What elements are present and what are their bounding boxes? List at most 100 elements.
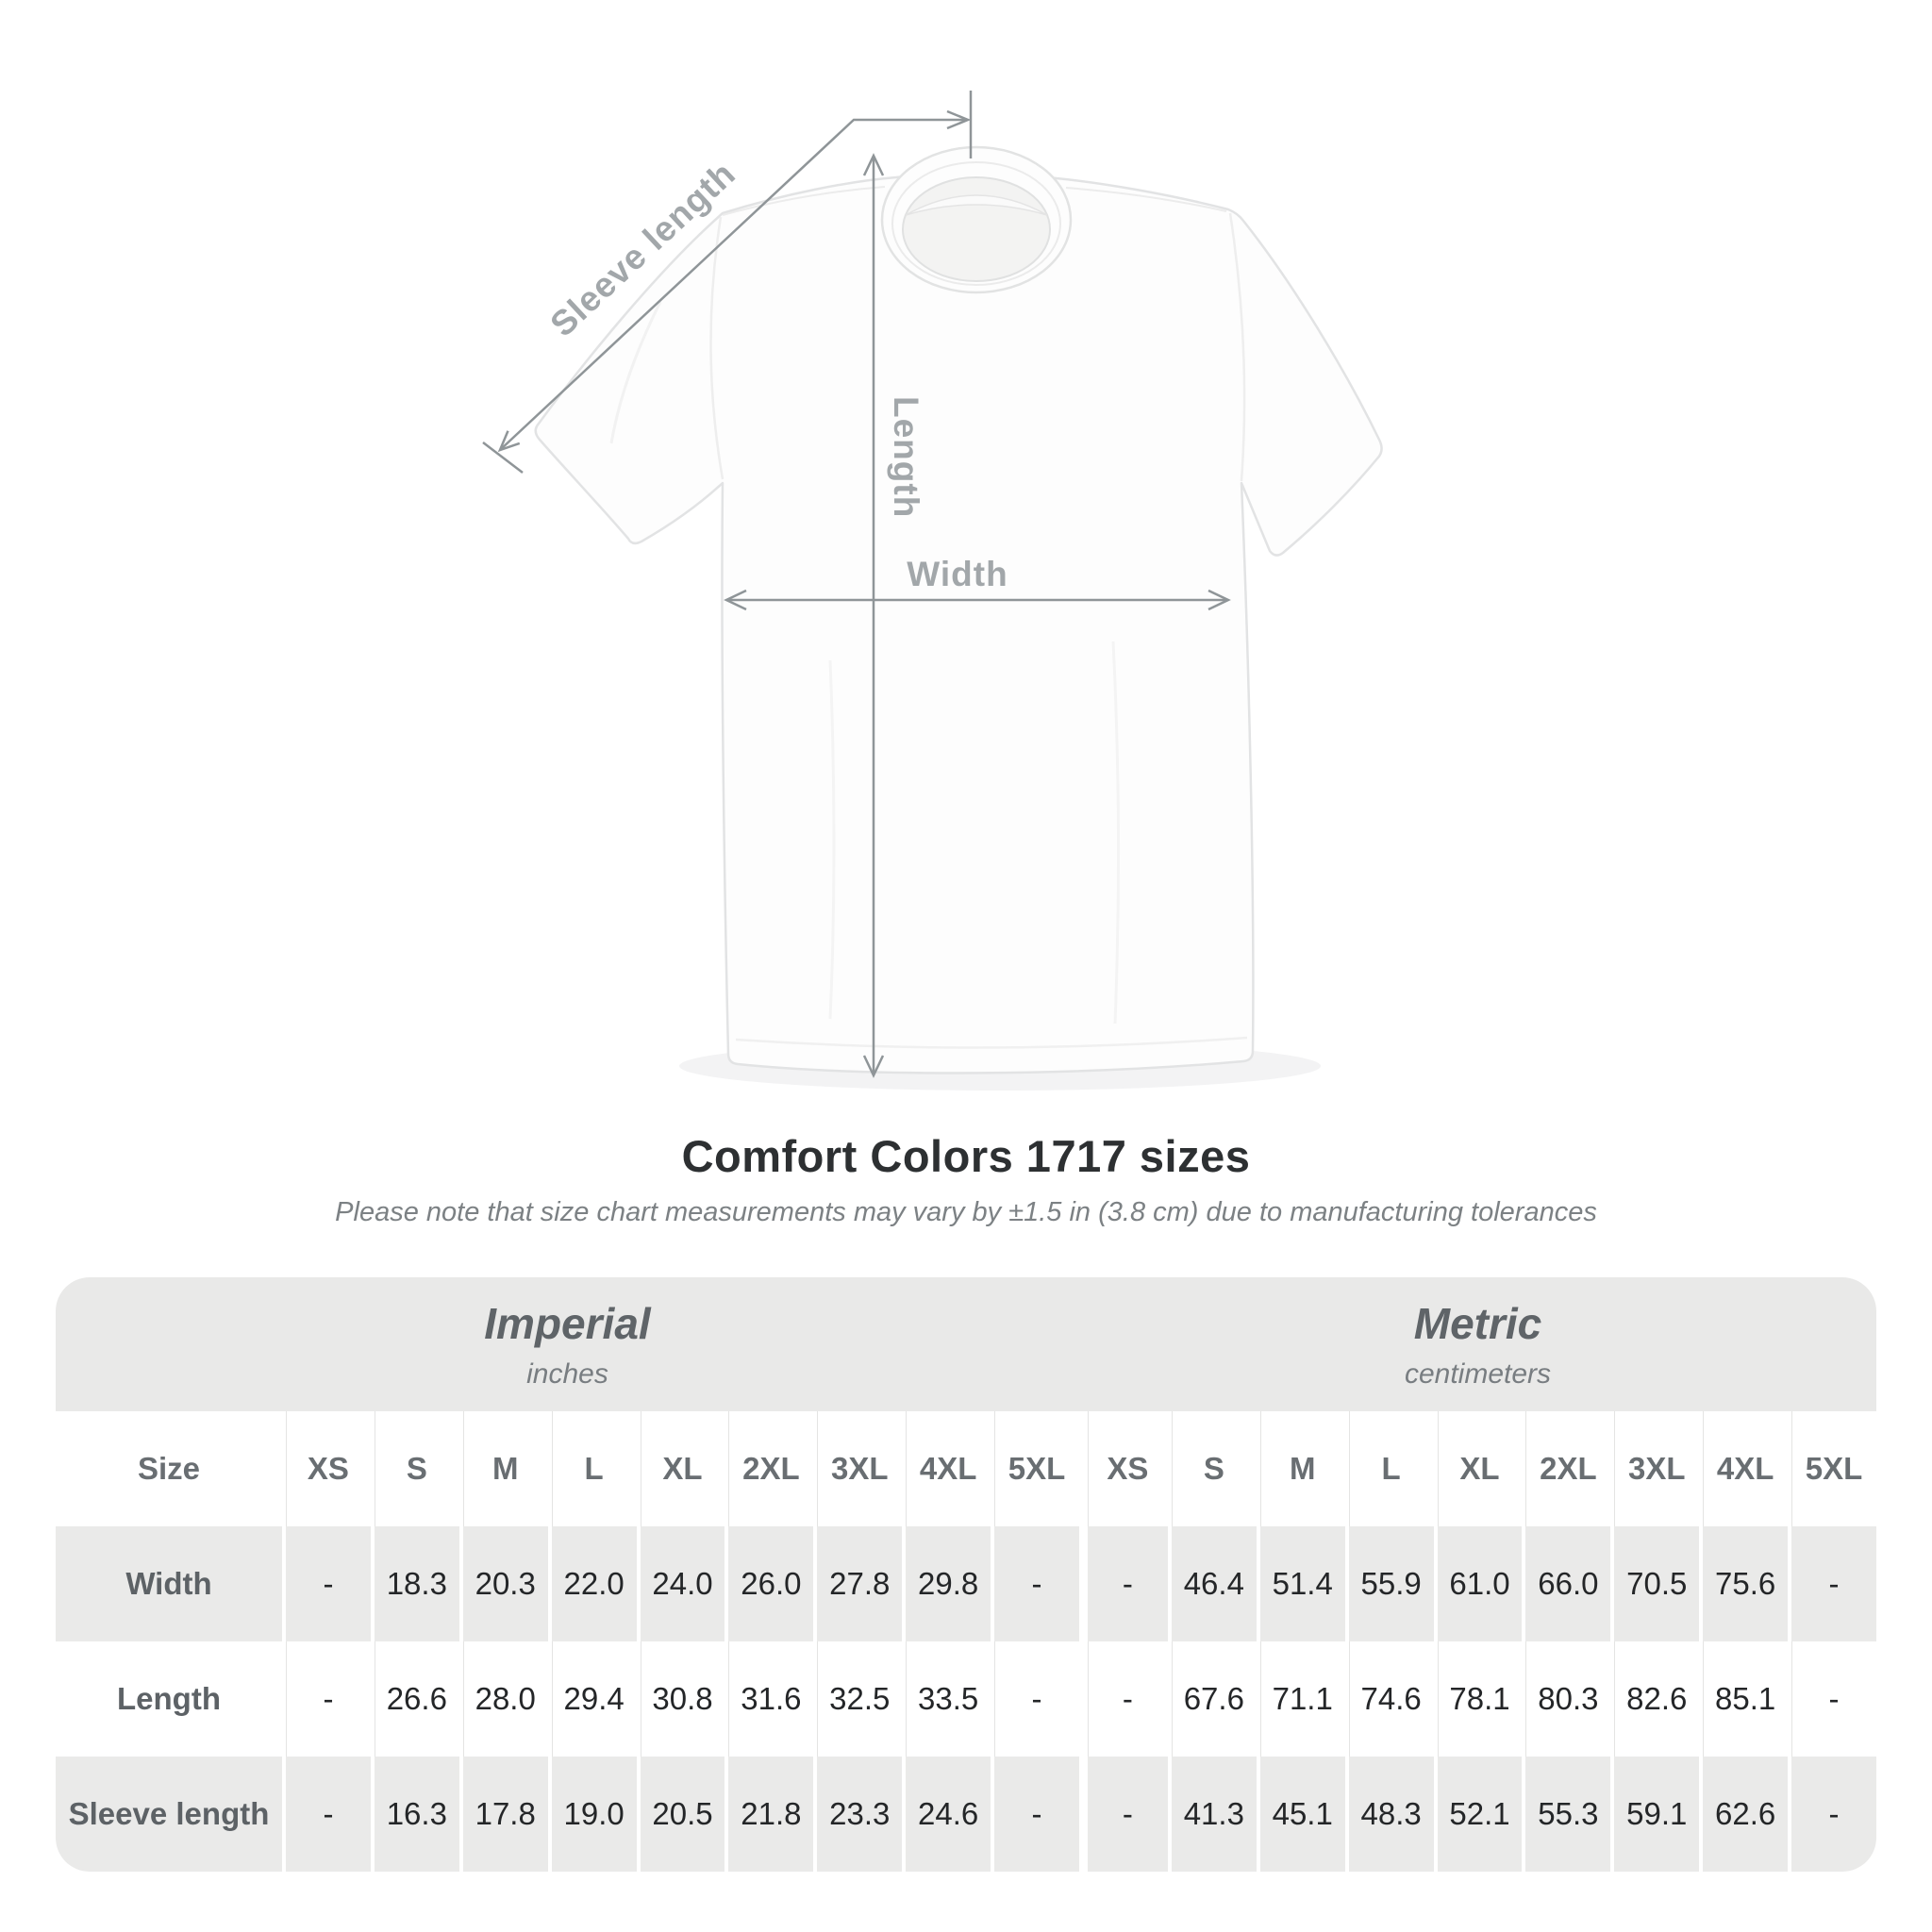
size-chart-table: Imperial inches Metric centimeters Size X… (56, 1277, 1876, 1872)
size-header-metric-4XL: 4XL (1699, 1411, 1788, 1526)
cell-length-imperial-S: 26.6 (370, 1641, 459, 1757)
size-header-imperial-XS: XS (282, 1411, 371, 1526)
cell-sleeve-length-metric-L: 48.3 (1344, 1757, 1434, 1872)
size-header-metric-L: L (1344, 1411, 1434, 1526)
cell-sleeve-length-metric-2XL: 55.3 (1522, 1757, 1610, 1872)
cell-width-label: Width (125, 1566, 212, 1601)
cell-length-imperial-XL: 30.8 (636, 1641, 725, 1757)
cell-width-imperial-M: 20.3 (458, 1526, 548, 1641)
measurement-arrows (482, 91, 1231, 1078)
cell-width-metric-M: 51.4 (1256, 1526, 1345, 1641)
cell-sleeve-length-imperial-L: 19.0 (547, 1757, 637, 1872)
size-header-imperial-4XL: 4XL (902, 1411, 991, 1526)
tshirt-body (534, 172, 1383, 1074)
metric-group-header: Metric centimeters (1079, 1277, 1876, 1411)
table-row-length: Length -26.6 28.0 29.4 30.8 31.6 32.5 33.5- -67.… (56, 1641, 1876, 1757)
size-header-imperial-S: S (370, 1411, 459, 1526)
cell-width-imperial-XS: - (282, 1526, 371, 1641)
wrinkle-1 (828, 659, 836, 1020)
sleeve-length-arrow (499, 118, 966, 451)
width-arrowhead-right (1208, 589, 1231, 611)
sleeve-arrowhead-end (497, 430, 521, 453)
cell-width-imperial-S: 18.3 (370, 1526, 459, 1641)
cell-sleeve-length-imperial-4XL: 24.6 (902, 1757, 991, 1872)
cell-sleeve-length-imperial-2XL: 21.8 (724, 1757, 813, 1872)
imperial-title: Imperial (484, 1299, 651, 1348)
cell-length-metric-L: 74.6 (1344, 1641, 1434, 1757)
size-header-imperial-M: M (458, 1411, 548, 1526)
metric-unit: centimeters (1404, 1358, 1552, 1390)
size-header-imperial-2XL: 2XL (724, 1411, 813, 1526)
size-header-metric-M: M (1256, 1411, 1345, 1526)
cell-width-metric-S: 46.4 (1167, 1526, 1257, 1641)
cell-sleeve-length-metric-S: 41.3 (1167, 1757, 1257, 1872)
metric-title: Metric (1413, 1299, 1542, 1348)
armhole-seam-right (1228, 212, 1246, 482)
length-arrowhead-top (862, 153, 885, 176)
imperial-unit: inches (526, 1358, 608, 1390)
size-header-metric-2XL: 2XL (1522, 1411, 1610, 1526)
cell-sleeve-length-imperial-3XL: 23.3 (813, 1757, 902, 1872)
cell-width-metric-XS: - (1078, 1526, 1168, 1641)
table-header-row: Size XS S M L XL 2XL 3XL 4XL 5XL XS S M L XL 2XL 3XL 4XL 5… (56, 1411, 1876, 1526)
size-header-label: Size (137, 1451, 201, 1486)
cell-length-metric-S: 67.6 (1167, 1641, 1257, 1757)
cell-width-imperial-L: 22.0 (547, 1526, 637, 1641)
armhole-seam-left (709, 216, 724, 480)
size-header-metric-XS: XS (1078, 1411, 1168, 1526)
tolerance-note: Please note that size chart measurements… (335, 1197, 1597, 1227)
cell-width-imperial-5XL: - (991, 1526, 1079, 1641)
cell-width-imperial-2XL: 26.0 (724, 1526, 813, 1641)
cell-sleeve-length-metric-5XL: - (1788, 1757, 1876, 1872)
cell-width-imperial-XL: 24.0 (636, 1526, 725, 1641)
cell-length-metric-2XL: 80.3 (1522, 1641, 1610, 1757)
cell-sleeve-length-label: Sleeve length (68, 1796, 270, 1831)
wrinkle-2 (1111, 641, 1121, 1024)
cell-length-metric-3XL: 82.6 (1610, 1641, 1699, 1757)
imperial-group-header: Imperial inches (56, 1277, 1079, 1411)
cell-length-metric-XL: 78.1 (1433, 1641, 1523, 1757)
size-header-metric-S: S (1167, 1411, 1257, 1526)
size-header-imperial-L: L (547, 1411, 637, 1526)
cell-length-imperial-3XL: 32.5 (813, 1641, 902, 1757)
cell-sleeve-length-metric-XS: - (1078, 1757, 1168, 1872)
cell-sleeve-length-metric-XL: 52.1 (1433, 1757, 1523, 1872)
cell-sleeve-length-imperial-S: 16.3 (370, 1757, 459, 1872)
shoulder-seam-left (722, 186, 886, 216)
hem-stitch (735, 1036, 1248, 1049)
cell-length-metric-M: 71.1 (1256, 1641, 1345, 1757)
table-row-width: Width -18.3 20.3 22.0 24.0 26.0 27.8 29.8- -46.4… (56, 1526, 1876, 1641)
cell-sleeve-length-imperial-5XL: - (991, 1757, 1079, 1872)
width-arrowhead-left (724, 589, 747, 611)
tshirt-graphic: Sleeve length Length Width (482, 91, 1383, 1091)
cell-length-imperial-M: 28.0 (458, 1641, 548, 1757)
size-header-metric-3XL: 3XL (1610, 1411, 1699, 1526)
page-title: Comfort Colors 1717 sizes (681, 1131, 1251, 1181)
collar-stitch (891, 161, 1061, 286)
cell-sleeve-length-metric-3XL: 59.1 (1610, 1757, 1699, 1872)
size-header-imperial-3XL: 3XL (813, 1411, 902, 1526)
shoulder-seam-right (1065, 187, 1227, 212)
cell-length-metric-XS: - (1078, 1641, 1168, 1757)
table-row-sleeve-length: Sleeve length -16.3 17.8 19.0 20.5 21.8 23.3 24… (56, 1757, 1876, 1872)
cell-length-imperial-4XL: 33.5 (902, 1641, 991, 1757)
table-body: Width -18.3 20.3 22.0 24.0 26.0 27.8 29.8- -46.4… (56, 1526, 1876, 1872)
cell-width-metric-L: 55.9 (1344, 1526, 1434, 1641)
cell-width-imperial-4XL: 29.8 (902, 1526, 991, 1641)
cell-width-imperial-3XL: 27.8 (813, 1526, 902, 1641)
title-block: Comfort Colors 1717 sizes Please note th… (0, 1130, 1932, 1228)
length-label: Length (887, 396, 925, 518)
collar-inner (902, 176, 1051, 282)
size-header-imperial-5XL: 5XL (991, 1411, 1079, 1526)
unit-band: Imperial inches Metric centimeters (56, 1277, 1876, 1411)
sleeve-arrowhead-right (946, 109, 972, 130)
cell-width-metric-3XL: 70.5 (1610, 1526, 1699, 1641)
cell-sleeve-length-metric-4XL: 62.6 (1699, 1757, 1788, 1872)
back-neck-band (905, 194, 1048, 216)
cell-length-label: Length (117, 1681, 221, 1716)
length-arrowhead-bottom (862, 1055, 885, 1078)
size-header-metric-XL: XL (1433, 1411, 1523, 1526)
cell-width-metric-2XL: 66.0 (1522, 1526, 1610, 1641)
cell-sleeve-length-metric-M: 45.1 (1256, 1757, 1345, 1872)
cell-width-metric-XL: 61.0 (1433, 1526, 1523, 1641)
